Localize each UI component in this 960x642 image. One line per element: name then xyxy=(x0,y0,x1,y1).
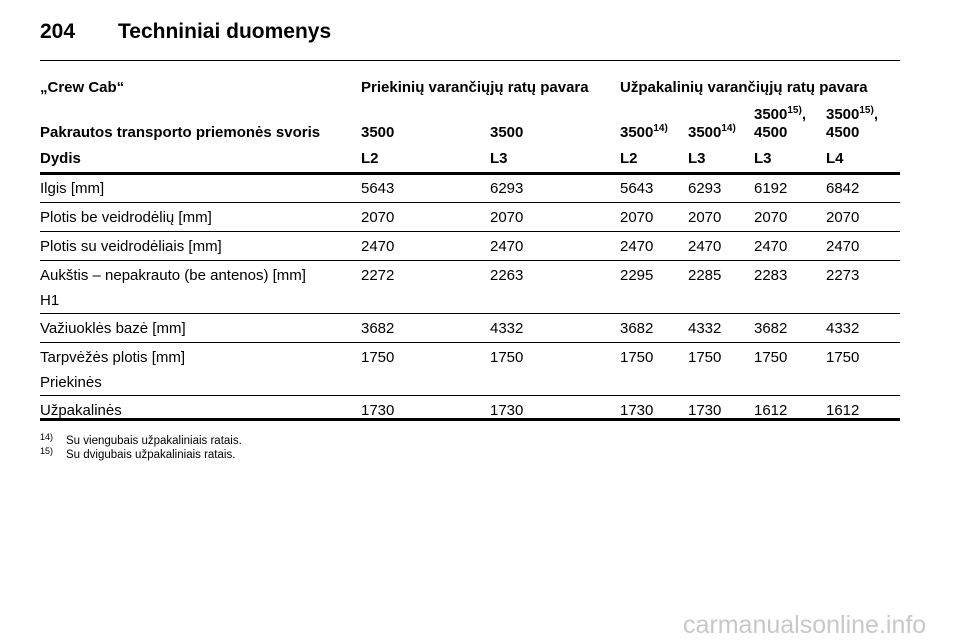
footnote-ref: 14) xyxy=(721,123,736,134)
cell: 2070 xyxy=(490,209,524,226)
cell: 3682 xyxy=(620,320,654,337)
watermark: carmanualsonline.info xyxy=(683,611,927,639)
cell-text: 3500 xyxy=(754,106,788,123)
cell: 2283 xyxy=(754,267,788,284)
group-header: Priekinių varančiųjų ratų pavara xyxy=(361,79,589,96)
row-header: Dydis xyxy=(40,150,81,167)
rule xyxy=(40,260,900,261)
footnote-ref: 15) xyxy=(787,105,802,116)
size-cell: L3 xyxy=(754,150,772,167)
cell: 1750 xyxy=(826,349,860,366)
cell: 6192 xyxy=(754,180,788,197)
size-cell: L4 xyxy=(826,150,844,167)
cell: 1730 xyxy=(490,402,524,419)
cell: 4332 xyxy=(688,320,722,337)
weight-cell: 3500 xyxy=(490,124,523,142)
cell: 1750 xyxy=(754,349,788,366)
cell: 2070 xyxy=(826,209,860,226)
cell: 2470 xyxy=(620,238,654,255)
cell: 2470 xyxy=(826,238,860,255)
cell-text: , xyxy=(873,106,878,123)
page-title: Techniniai duomenys xyxy=(118,20,332,43)
cell: 4332 xyxy=(826,320,860,337)
cell: 2263 xyxy=(490,267,524,284)
group-header: Užpakalinių varančiųjų ratų pavara xyxy=(620,79,868,96)
row-label: Tarpvėžės plotis [mm] xyxy=(40,349,186,366)
rule xyxy=(40,342,900,343)
weight-cell: 4500 xyxy=(826,124,860,141)
cell-text: 3500 xyxy=(826,106,860,123)
weight-cell: 3500 xyxy=(361,124,394,142)
cell-text: 3500 xyxy=(688,124,722,141)
rule xyxy=(40,418,900,421)
cell: 1612 xyxy=(754,402,788,419)
cell: 1730 xyxy=(361,402,395,419)
footnote-ref: 15) xyxy=(859,105,874,116)
footnote-text: Su dvigubais užpakaliniais ratais. xyxy=(66,449,236,461)
row-label: H1 xyxy=(40,292,60,309)
cell: 1750 xyxy=(688,349,722,366)
cell: 1750 xyxy=(490,349,524,366)
cell: 2070 xyxy=(620,209,654,226)
footnote-text: Su viengubais užpakaliniais ratais. xyxy=(66,435,242,447)
rule xyxy=(40,313,900,314)
row-header: Pakrautos transporto priemonės svoris xyxy=(40,124,321,141)
cell: 2470 xyxy=(754,238,788,255)
cell-text: 3500 xyxy=(490,124,524,141)
weight-cell: 350014) xyxy=(688,124,736,142)
cell: 6293 xyxy=(688,180,722,197)
weight-cell: 350015), xyxy=(826,106,878,124)
size-cell: L3 xyxy=(688,150,706,167)
cell-text: 3500 xyxy=(361,124,395,141)
cell: 6293 xyxy=(490,180,524,197)
cell-text: 3500 xyxy=(620,124,654,141)
cell: 2070 xyxy=(688,209,722,226)
row-label: Ilgis [mm] xyxy=(40,180,105,197)
cell: 2273 xyxy=(826,267,860,284)
size-cell: L3 xyxy=(490,150,508,167)
cell: 2070 xyxy=(361,209,395,226)
rule xyxy=(40,395,900,396)
footnote-mark: 14) xyxy=(40,432,54,442)
size-cell: L2 xyxy=(620,150,638,167)
cell: 1730 xyxy=(620,402,654,419)
group-header: „Crew Cab“ xyxy=(40,79,125,96)
page-number: 204 xyxy=(40,20,76,43)
cell: 2470 xyxy=(688,238,722,255)
rule xyxy=(40,231,900,232)
cell: 5643 xyxy=(361,180,395,197)
cell: 2285 xyxy=(688,267,722,284)
rule xyxy=(40,172,900,175)
cell: 1750 xyxy=(361,349,395,366)
cell: 2470 xyxy=(490,238,524,255)
weight-cell: 4500 xyxy=(754,124,788,141)
row-label: Aukštis – nepakrauto (be antenos) [mm] xyxy=(40,267,306,284)
row-label: Plotis be veidrodėlių [mm] xyxy=(40,209,212,226)
cell: 1612 xyxy=(826,402,860,419)
cell: 3682 xyxy=(361,320,395,337)
cell: 3682 xyxy=(754,320,788,337)
size-cell: L2 xyxy=(361,150,379,167)
cell: 1750 xyxy=(620,349,654,366)
rule xyxy=(40,202,900,203)
footnote-ref: 14) xyxy=(653,123,668,134)
row-label: Priekinės xyxy=(40,374,102,391)
cell: 5643 xyxy=(620,180,654,197)
cell: 2470 xyxy=(361,238,395,255)
footnote-mark: 15) xyxy=(40,446,54,456)
weight-cell: 350015), xyxy=(754,106,806,124)
cell: 6842 xyxy=(826,180,860,197)
cell: 1730 xyxy=(688,402,722,419)
rule xyxy=(40,60,900,61)
row-label: Plotis su veidrodėliais [mm] xyxy=(40,238,222,255)
cell: 2295 xyxy=(620,267,654,284)
row-label: Važiuoklės bazė [mm] xyxy=(40,320,186,337)
cell: 2272 xyxy=(361,267,395,284)
cell-text: , xyxy=(801,106,806,123)
weight-cell: 350014) xyxy=(620,124,668,142)
cell: 2070 xyxy=(754,209,788,226)
row-label: Užpakalinės xyxy=(40,402,122,419)
cell: 4332 xyxy=(490,320,524,337)
